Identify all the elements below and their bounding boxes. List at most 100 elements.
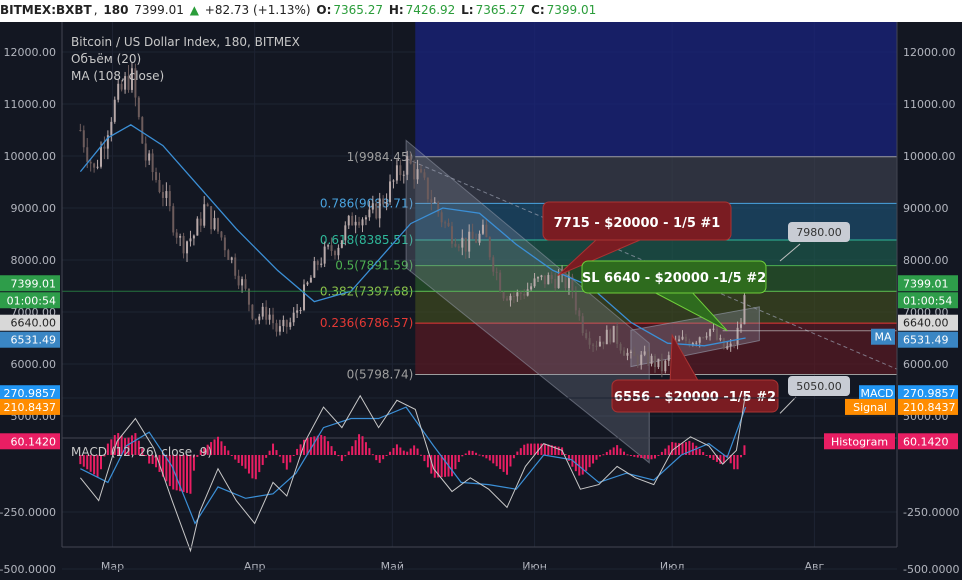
- candle-body: [733, 343, 736, 345]
- candle-body: [230, 257, 233, 260]
- macd-line: [80, 393, 747, 553]
- histogram-bar: [244, 455, 247, 469]
- candle-body: [130, 68, 133, 90]
- candle-body: [653, 355, 656, 368]
- candle-body: [705, 336, 708, 338]
- candle-body: [416, 169, 419, 180]
- candle-body: [275, 323, 278, 332]
- histogram-bar: [113, 435, 116, 455]
- candle-body: [234, 257, 237, 276]
- histogram-bar: [709, 455, 712, 458]
- callout-box: [542, 201, 732, 241]
- candle-body: [712, 328, 715, 330]
- histogram-bar: [320, 434, 323, 455]
- candle-body: [96, 166, 99, 168]
- histogram-bar: [196, 455, 199, 457]
- symbol-name[interactable]: BITMEX:BXBT: [0, 3, 92, 17]
- histogram-bar: [647, 455, 650, 459]
- histogram-bar: [740, 455, 743, 458]
- x-tick-label: Мар: [101, 560, 124, 573]
- candle-body: [254, 318, 257, 321]
- candle-body: [306, 282, 309, 285]
- histogram-bar: [86, 455, 89, 470]
- histogram-bar: [657, 455, 660, 456]
- candle-body: [571, 276, 574, 293]
- histogram-bar: [375, 455, 378, 461]
- histogram-bar: [127, 437, 130, 455]
- histogram-bar: [526, 443, 529, 455]
- legend-macd[interactable]: MACD (12, 26, close, 9): [71, 445, 213, 459]
- candle-body: [258, 316, 261, 321]
- price-label-left-text: 6640.00: [11, 317, 57, 330]
- histogram-bar: [578, 455, 581, 476]
- histogram-bar: [585, 455, 588, 471]
- candle-body: [220, 231, 223, 238]
- candle-body: [289, 322, 292, 327]
- histogram-bar: [251, 455, 254, 479]
- histogram-bar: [241, 455, 244, 466]
- candle-body: [110, 121, 113, 136]
- candle-body: [113, 99, 116, 122]
- histogram-bar: [684, 442, 687, 455]
- histogram-bar: [653, 455, 656, 459]
- histogram-bar: [722, 455, 725, 464]
- candle-body: [681, 336, 684, 340]
- interval-value[interactable]: 180: [103, 3, 129, 17]
- candle-body: [426, 177, 429, 200]
- histogram-bar: [333, 451, 336, 455]
- histogram-bar: [110, 439, 113, 455]
- macd-value-left: [0, 433, 60, 450]
- legend-title[interactable]: Bitcoin / US Dollar Index, 180, BITMEX: [71, 35, 300, 49]
- fib-level-label: 0.618(8385.51): [320, 233, 413, 247]
- histogram-bar: [619, 448, 622, 455]
- candle-body: [684, 336, 687, 342]
- candle-body: [454, 243, 457, 247]
- histogram-bar: [361, 436, 364, 455]
- histogram-bar: [124, 438, 127, 455]
- legend-volume[interactable]: Объём (20): [71, 52, 142, 66]
- candle-body: [82, 130, 85, 148]
- fib-zone: [415, 291, 897, 324]
- histogram-bar: [688, 440, 691, 455]
- candle-body: [244, 279, 247, 289]
- candle-body: [715, 328, 718, 340]
- candle-body: [695, 342, 698, 344]
- candle-body: [371, 203, 374, 210]
- macd-name-tag-text: Histogram: [831, 435, 888, 448]
- candle-body: [554, 279, 557, 289]
- histogram-bar: [275, 450, 278, 455]
- triangle-up-icon: ▲: [189, 3, 199, 17]
- candle-body: [444, 222, 447, 224]
- histogram-bar: [213, 439, 216, 455]
- price-label-right: [898, 292, 958, 309]
- candle-body: [526, 289, 529, 296]
- candle-body: [702, 337, 705, 339]
- candle-body: [657, 358, 660, 368]
- macd-value-left-text: 60.1420: [11, 435, 57, 448]
- candle-body: [609, 329, 612, 343]
- candle-body: [210, 206, 213, 230]
- y-tick-right: 8000.00: [903, 254, 949, 267]
- candle-body: [495, 271, 498, 273]
- histogram-bar: [557, 446, 560, 455]
- symbol-header: BITMEX:BXBT, 180 7399.01 ▲ +82.73 (+1.13…: [0, 0, 962, 22]
- x-tick-label: Апр: [244, 560, 266, 573]
- price-chart[interactable]: 12000.00 12000.00 11000.00 11000.00 10000.00…: [0, 22, 962, 580]
- histogram-bar: [258, 455, 261, 473]
- histogram-bar: [210, 442, 213, 455]
- candle-body: [282, 319, 285, 327]
- macd-name-tag: [859, 385, 895, 402]
- legend-ma[interactable]: MA (108, close): [71, 69, 165, 83]
- callout-box: [611, 379, 779, 413]
- candle-body: [333, 251, 336, 256]
- candle-body: [296, 310, 299, 313]
- candle-body: [316, 261, 319, 265]
- candle-body: [134, 68, 137, 98]
- histogram-bar: [313, 436, 316, 455]
- candle-body: [189, 238, 192, 242]
- price-label-right-text: 7399.01: [903, 277, 949, 290]
- candle-body: [141, 117, 144, 144]
- macd-value-left-text: 210.8437: [4, 401, 57, 414]
- candle-body: [385, 202, 388, 205]
- histogram-bar: [691, 442, 694, 455]
